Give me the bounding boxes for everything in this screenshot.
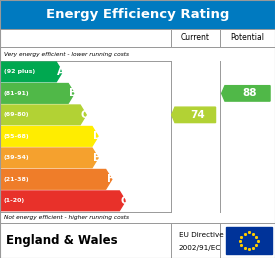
Text: A: A [57, 67, 65, 77]
Polygon shape [1, 84, 74, 103]
Polygon shape [1, 191, 125, 211]
Polygon shape [1, 62, 62, 82]
Text: D: D [93, 131, 101, 141]
Text: 2002/91/EC: 2002/91/EC [179, 245, 221, 251]
Text: C: C [81, 110, 89, 120]
Text: (39-54): (39-54) [4, 155, 29, 160]
Bar [170, 29, 220, 47]
Text: (69-80): (69-80) [4, 112, 29, 117]
Text: G: G [120, 196, 129, 206]
Text: Energy Efficiency Rating: Energy Efficiency Rating [46, 8, 229, 21]
Polygon shape [1, 148, 98, 168]
Text: 74: 74 [190, 110, 205, 120]
Bar [0, 0, 275, 29]
Text: Not energy efficient - higher running costs: Not energy efficient - higher running co… [4, 215, 129, 220]
Text: F: F [106, 174, 114, 184]
Text: England & Wales: England & Wales [6, 234, 117, 247]
Text: (81-91): (81-91) [4, 91, 29, 96]
Text: 88: 88 [243, 88, 257, 98]
Polygon shape [222, 86, 270, 101]
Text: Very energy efficient - lower running costs: Very energy efficient - lower running co… [4, 52, 129, 57]
Text: E: E [93, 153, 100, 163]
Text: EU Directive: EU Directive [179, 232, 224, 238]
Bar [226, 227, 272, 254]
Bar [220, 29, 275, 47]
Text: Current: Current [181, 34, 210, 42]
Bar [0, 29, 170, 47]
Text: (1-20): (1-20) [4, 198, 25, 203]
Text: (92 plus): (92 plus) [4, 69, 35, 74]
Polygon shape [1, 105, 86, 125]
Polygon shape [172, 107, 216, 123]
Text: B: B [69, 88, 77, 98]
Text: Potential: Potential [230, 34, 265, 42]
Text: (55-68): (55-68) [4, 134, 29, 139]
Polygon shape [1, 126, 98, 146]
Bar [0, 223, 275, 258]
Text: (21-38): (21-38) [4, 177, 29, 182]
Polygon shape [1, 170, 112, 189]
